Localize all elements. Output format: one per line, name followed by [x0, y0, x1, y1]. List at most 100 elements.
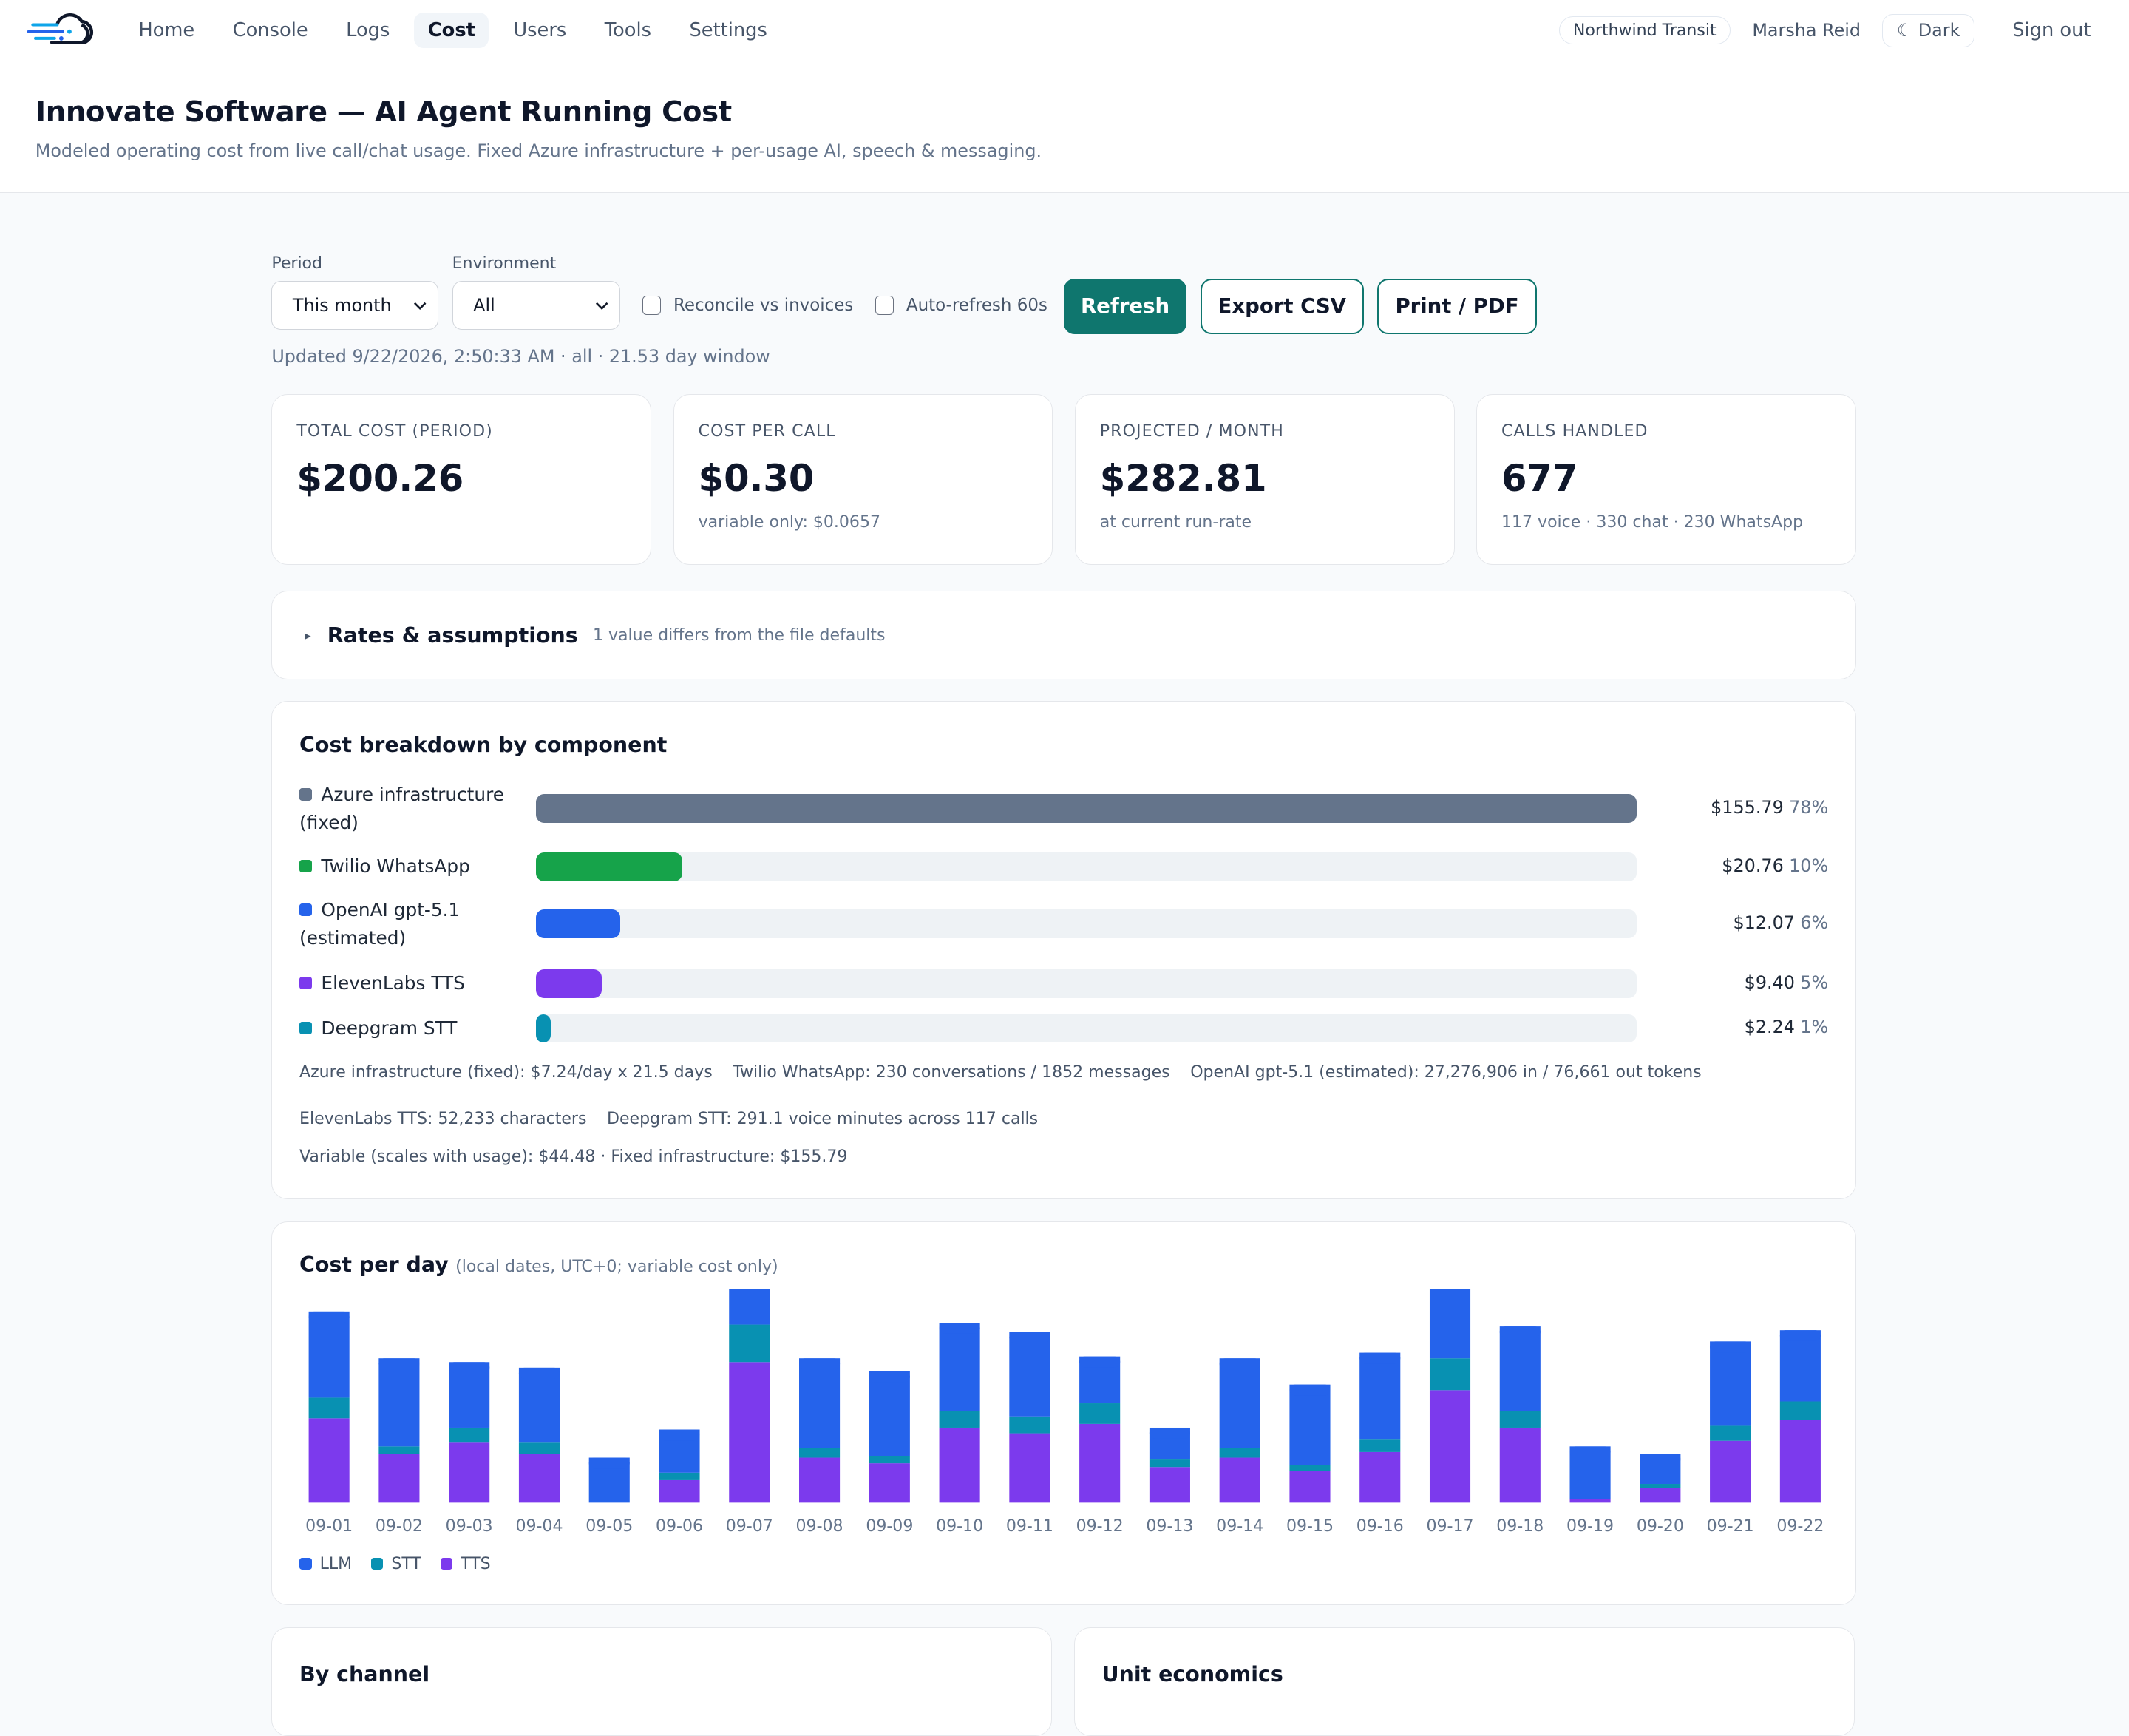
bar-cap-09-20	[1640, 1454, 1681, 1465]
bar-cap-09-13	[1150, 1428, 1191, 1440]
nav-logs[interactable]: Logs	[346, 18, 390, 41]
amount: $12.07	[1733, 912, 1795, 933]
amount: $155.79	[1711, 796, 1784, 818]
nav-settings[interactable]: Settings	[689, 18, 767, 41]
environment-value: All	[473, 295, 495, 316]
bar-tts-09-16	[1359, 1452, 1401, 1503]
bar-cap-09-02	[378, 1358, 420, 1370]
bar-fill	[535, 852, 682, 881]
nav-console[interactable]: Console	[232, 18, 308, 41]
bar-cap-09-01	[308, 1312, 350, 1323]
bar-stt-09-09	[869, 1456, 911, 1464]
component-name: Azure infrastructure (fixed)	[299, 781, 517, 838]
chevron-down-icon	[414, 302, 427, 310]
sign-out-link[interactable]: Sign out	[2012, 19, 2091, 42]
bar-cap-09-03	[449, 1362, 490, 1374]
bar-llm-09-11	[1009, 1332, 1050, 1417]
bar-llm-09-22	[1780, 1330, 1821, 1402]
nav-tools[interactable]: Tools	[604, 18, 652, 41]
autorefresh-option[interactable]: Auto-refresh 60s	[875, 281, 1047, 330]
export-csv-button[interactable]: Export CSV	[1200, 278, 1365, 334]
bar-track	[535, 793, 1637, 823]
autorefresh-checkbox[interactable]	[875, 296, 894, 316]
bar-llm-09-16	[1359, 1352, 1401, 1440]
x-tick-label: 09-15	[1286, 1517, 1334, 1536]
bar-stt-09-14	[1219, 1448, 1261, 1458]
bar-cap-09-10	[939, 1323, 980, 1335]
reconcile-option[interactable]: Reconcile vs invoices	[642, 281, 853, 330]
perday-subtitle: (local dates, UTC+0; variable cost only)	[455, 1257, 778, 1276]
bar-tts-09-07	[729, 1362, 770, 1503]
kpi-sub: variable only: $0.0657	[698, 513, 880, 532]
nav-users[interactable]: Users	[513, 18, 567, 41]
kpi-value: $0.30	[698, 456, 815, 500]
note-elevenlabs: ElevenLabs TTS: 52,233 characters	[299, 1110, 587, 1129]
bar-track	[535, 969, 1637, 998]
page-title: Innovate Software — AI Agent Running Cos…	[35, 95, 732, 129]
notes-line: Azure infrastructure (fixed): $7.24/day …	[299, 1063, 1833, 1082]
x-tick-label: 09-19	[1566, 1517, 1614, 1536]
bar-llm-09-14	[1219, 1358, 1261, 1449]
bar-tts-09-21	[1710, 1441, 1751, 1503]
x-tick-label: 09-21	[1707, 1517, 1754, 1536]
dark-mode-toggle[interactable]: ☾ Dark	[1882, 13, 1974, 47]
bar-cap-09-05	[589, 1457, 631, 1469]
kpi-label: COST PER CALL	[698, 421, 836, 441]
note-whatsapp: Twilio WhatsApp: 230 conversations / 185…	[733, 1062, 1170, 1082]
bar-tts-09-10	[939, 1428, 980, 1503]
environment-group: Environment All	[452, 254, 621, 330]
percent: 78%	[1789, 796, 1829, 818]
rates-title: Rates & assumptions	[327, 623, 578, 648]
bar-llm-09-02	[378, 1358, 420, 1447]
kpi-value: 677	[1501, 456, 1578, 500]
tenant-badge[interactable]: Northwind Transit	[1558, 16, 1731, 45]
bar-llm-09-08	[799, 1358, 841, 1449]
legend-label: LLM	[319, 1554, 353, 1573]
period-value: This month	[292, 295, 392, 316]
rates-assumptions-toggle[interactable]: ▸ Rates & assumptions 1 value differs fr…	[271, 591, 1856, 679]
kpi-row: TOTAL COST (PERIOD) $200.26 COST PER CAL…	[271, 394, 1856, 566]
bar-llm-09-21	[1710, 1341, 1751, 1426]
component-label: OpenAI gpt-5.1 (estimated)	[299, 898, 461, 949]
reconcile-checkbox[interactable]	[642, 296, 662, 316]
x-tick-label: 09-22	[1777, 1517, 1824, 1536]
bar-track	[535, 852, 1637, 881]
bar-cap-09-11	[1009, 1332, 1050, 1343]
kpi-sub: 117 voice · 330 chat · 230 WhatsApp	[1501, 513, 1804, 532]
swatch	[299, 1022, 312, 1034]
x-tick-label: 09-06	[656, 1517, 703, 1536]
bar-stt-09-07	[729, 1324, 770, 1363]
environment-label: Environment	[452, 254, 557, 274]
environment-select[interactable]: All	[452, 281, 621, 330]
bar-tts-09-18	[1500, 1428, 1541, 1503]
cost-per-day-chart: 09-01 09-02 09-03 09-04 09-05 09-06 09-07 09-08…	[305, 1289, 1824, 1536]
by-channel-title: By channel	[299, 1661, 430, 1686]
nav-links: Home Console Logs Cost Users Tools Setti…	[125, 12, 787, 48]
period-select[interactable]: This month	[271, 281, 439, 330]
nav-home[interactable]: Home	[138, 18, 195, 41]
x-tick-label: 09-13	[1147, 1517, 1194, 1536]
breakdown-row: Azure infrastructure (fixed) $155.79 78%	[299, 781, 1828, 838]
component-amount: $20.76 10%	[1722, 855, 1828, 876]
bar-cap-09-06	[659, 1429, 700, 1441]
updated-status: Updated 9/22/2026, 2:50:33 AM · all · 21…	[271, 346, 770, 367]
refresh-button[interactable]: Refresh	[1063, 278, 1187, 334]
note-openai: OpenAI gpt-5.1 (estimated): 27,276,906 i…	[1190, 1062, 1702, 1082]
x-tick-label: 09-17	[1427, 1517, 1474, 1536]
swatch	[299, 977, 312, 989]
bar-stt-09-16	[1359, 1439, 1401, 1453]
cloud-logo-icon[interactable]	[27, 13, 95, 48]
kpi-cost-per-call: COST PER CALL $0.30 variable only: $0.06…	[673, 394, 1053, 566]
nav-cost[interactable]: Cost	[414, 12, 489, 48]
legend-llm: LLM	[299, 1555, 352, 1573]
amount: $2.24	[1744, 1017, 1795, 1038]
page-header: Innovate Software — AI Agent Running Cos…	[0, 61, 2129, 193]
bar-llm-09-09	[869, 1371, 911, 1457]
bar-fill	[535, 793, 1637, 823]
percent: 1%	[1800, 1017, 1829, 1038]
component-amount: $9.40 5%	[1745, 972, 1829, 993]
component-name: Twilio WhatsApp	[299, 852, 517, 881]
print-pdf-button[interactable]: Print / PDF	[1377, 278, 1537, 334]
unit-economics-title: Unit economics	[1101, 1661, 1283, 1686]
nav-right: Northwind Transit Marsha Reid ☾ Dark Sig…	[1558, 0, 2091, 61]
